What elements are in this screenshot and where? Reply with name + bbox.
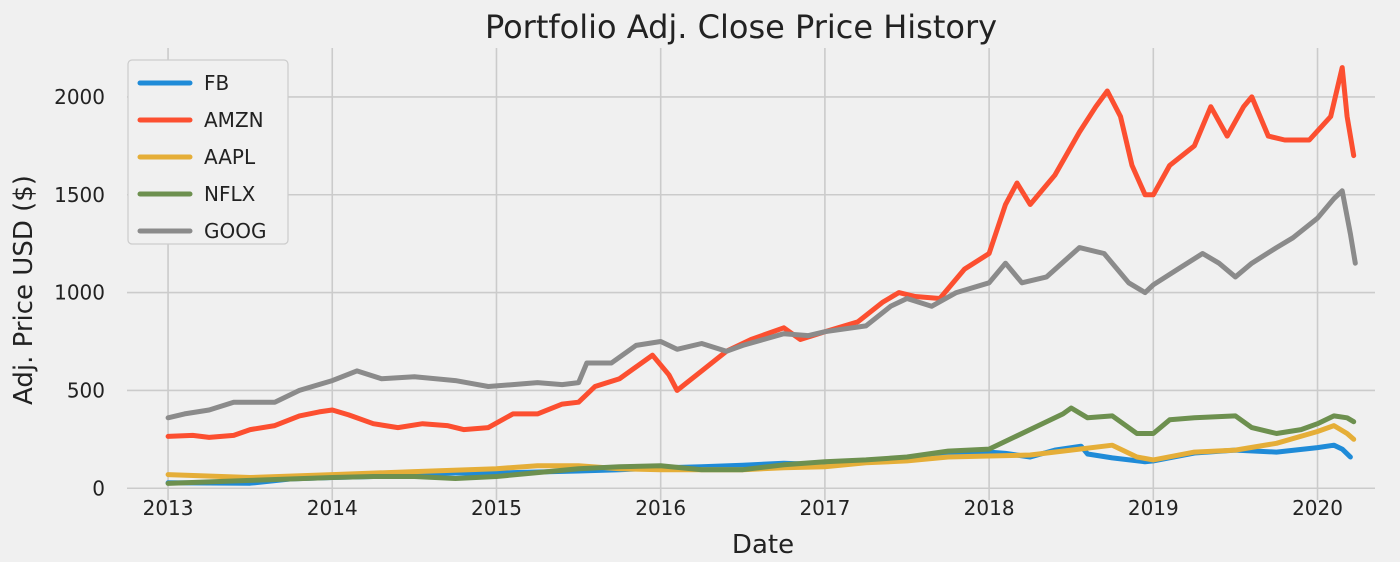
series-line-nflx — [165, 405, 1357, 486]
series-line-amzn — [165, 65, 1357, 440]
legend: FB AMZN AAPL NFLX GOOG — [127, 59, 289, 245]
y-tick-label-2000: 2000 — [54, 85, 105, 109]
legend-label-nflx: NFLX — [204, 182, 256, 206]
x-tick-label-2013: 2013 — [143, 496, 194, 520]
grid — [127, 48, 1375, 500]
legend-label-amzn: AMZN — [204, 108, 264, 132]
legend-label-goog: GOOG — [204, 219, 266, 243]
x-tick-label-2017: 2017 — [799, 496, 850, 520]
series-line-goog — [165, 188, 1358, 421]
x-axis-label: Date — [732, 530, 794, 560]
ticks: 2013 2014 2015 2016 2017 2018 2019 2020 0 500 1000… — [54, 85, 1343, 520]
x-tick-label-2014: 2014 — [307, 496, 358, 520]
legend-box — [127, 59, 289, 245]
y-tick-label-0: 0 — [92, 476, 105, 500]
x-tick-label-2018: 2018 — [964, 496, 1015, 520]
chart-title: Portfolio Adj. Close Price History — [485, 8, 997, 46]
y-tick-label-1500: 1500 — [54, 183, 105, 207]
series-line-aapl — [165, 423, 1357, 480]
x-tick-label-2020: 2020 — [1292, 496, 1343, 520]
legend-label-fb: FB — [204, 71, 229, 95]
legend-label-aapl: AAPL — [204, 145, 256, 169]
x-tick-label-2015: 2015 — [471, 496, 522, 520]
series-layer — [165, 65, 1358, 486]
x-tick-label-2019: 2019 — [1128, 496, 1179, 520]
y-tick-label-1000: 1000 — [54, 281, 105, 305]
y-axis-label: Adj. Price USD ($) — [9, 175, 39, 405]
y-tick-label-500: 500 — [67, 378, 105, 402]
x-tick-label-2016: 2016 — [635, 496, 686, 520]
